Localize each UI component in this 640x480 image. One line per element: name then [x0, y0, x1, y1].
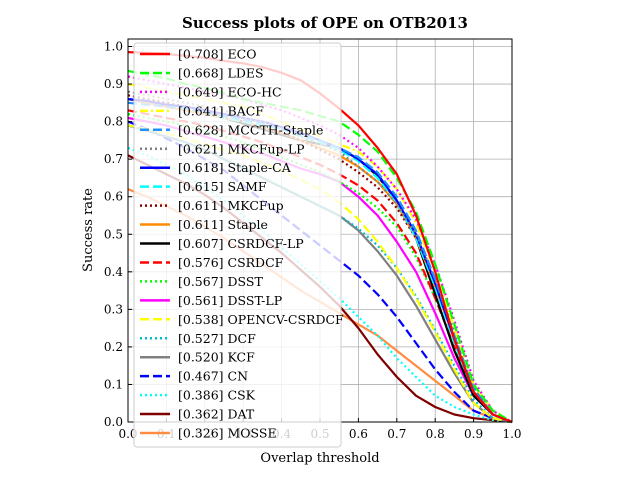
legend-label: [0.628] MCCTH-Staple: [178, 122, 323, 137]
legend-entry: [0.628] MCCTH-Staple: [140, 122, 323, 137]
legend-label: [0.641] BACF: [178, 103, 264, 118]
y-tick-label: 0.1: [104, 377, 123, 391]
y-tick-label: 0.9: [104, 77, 123, 91]
y-tick-label: 0.7: [104, 152, 123, 166]
legend-label: [0.576] CSRDCF: [178, 255, 284, 270]
legend-entry: [0.326] MOSSE: [140, 426, 277, 441]
legend-label: [0.708] ECO: [178, 47, 256, 62]
legend-entry: [0.649] ECO-HC: [140, 84, 282, 99]
legend-entry: [0.561] DSST-LP: [140, 293, 282, 308]
x-axis-label: Overlap threshold: [260, 451, 379, 466]
y-tick-label: 0.3: [104, 302, 123, 316]
legend-label: [0.615] SAMF: [178, 179, 267, 194]
legend-label: [0.611] MKCFup: [178, 198, 284, 213]
x-tick-label: 0.6: [349, 427, 368, 441]
chart-title: Success plots of OPE on OTB2013: [182, 14, 468, 32]
legend-label: [0.538] OPENCV-CSRDCF: [178, 312, 344, 327]
x-tick-label: 0.8: [426, 427, 445, 441]
y-axis-ticks: 0.0 0.1 0.2 0.3 0.4 0.5 0.6 0.7 0.8 0.9 1.0: [104, 40, 132, 429]
legend-label: [0.386] CSK: [178, 388, 256, 403]
legend-label: [0.520] KCF: [178, 350, 255, 365]
legend-entry: [0.520] KCF: [140, 350, 255, 365]
legend-entry: [0.607] CSRDCF-LP: [140, 236, 304, 251]
legend-label: [0.621] MKCFup-LP: [178, 141, 305, 156]
legend-label: [0.362] DAT: [178, 407, 255, 422]
y-tick-label: 0.4: [104, 265, 123, 279]
y-tick-label: 0.6: [104, 190, 123, 204]
legend-label: [0.668] LDES: [178, 65, 264, 80]
y-axis-label: Success rate: [81, 188, 96, 272]
legend-entry: [0.615] SAMF: [140, 179, 267, 194]
legend-entry: [0.362] DAT: [140, 407, 255, 422]
legend-label: [0.611] Staple: [178, 217, 268, 232]
legend-entry: [0.527] DCF: [140, 331, 256, 346]
legend-entry: [0.611] MKCFup: [140, 198, 284, 213]
legend-entry: [0.386] CSK: [140, 388, 256, 403]
legend-entry: [0.708] ECO: [140, 47, 256, 62]
y-tick-label: 0.2: [104, 340, 123, 354]
x-tick-label: 1.0: [502, 427, 521, 441]
y-tick-label: 0.5: [104, 227, 123, 241]
y-tick-label: 1.0: [104, 40, 123, 54]
legend-entry: [0.576] CSRDCF: [140, 255, 284, 270]
legend-label: [0.561] DSST-LP: [178, 293, 282, 308]
legend-entry: [0.567] DSST: [140, 274, 263, 289]
legend-entry: [0.611] Staple: [140, 217, 268, 232]
legend-entry: [0.621] MKCFup-LP: [140, 141, 305, 156]
x-tick-label: 0.0: [118, 427, 137, 441]
legend: [0.708] ECO [0.668] LDES [0.649] ECO-HC [0.…: [133, 42, 344, 448]
x-tick-label: 0.7: [387, 427, 406, 441]
legend-label: [0.649] ECO-HC: [178, 84, 282, 99]
legend-label: [0.527] DCF: [178, 331, 256, 346]
y-tick-label: 0.8: [104, 115, 123, 129]
y-tick-label: 0.0: [104, 415, 123, 429]
legend-entry: [0.538] OPENCV-CSRDCF: [140, 312, 344, 327]
legend-box: [133, 42, 342, 448]
legend-entry: [0.467] CN: [140, 369, 248, 384]
legend-label: [0.467] CN: [178, 369, 248, 384]
legend-entry: [0.668] LDES: [140, 65, 264, 80]
legend-label: [0.607] CSRDCF-LP: [178, 236, 304, 251]
legend-label: [0.567] DSST: [178, 274, 263, 289]
legend-entry: [0.618] Staple-CA: [140, 160, 292, 175]
legend-label: [0.618] Staple-CA: [178, 160, 292, 175]
x-tick-label: 0.9: [464, 427, 483, 441]
legend-entry: [0.641] BACF: [140, 103, 264, 118]
legend-label: [0.326] MOSSE: [178, 426, 277, 441]
